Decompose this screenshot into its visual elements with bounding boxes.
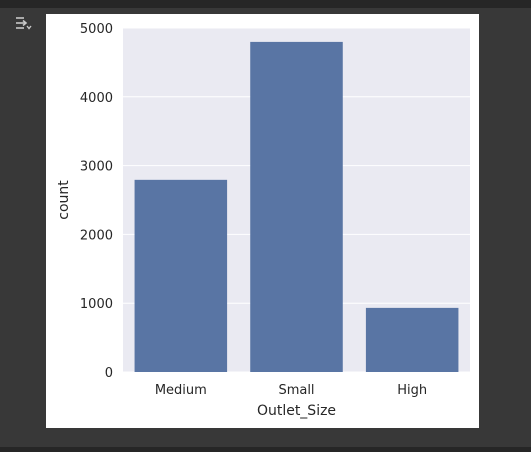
bar-small [250,41,343,373]
x-tick-label: High [397,383,427,398]
top-bar [0,0,531,8]
y-tick-label: 5000 [80,22,113,37]
bar-chart: 0 1000 2000 3000 4000 5000 Medium Small High Ou… [56,22,470,419]
bar-medium [134,179,228,372]
y-tick-labels: 0 1000 2000 3000 4000 5000 [80,22,113,381]
chart-figure: 0 1000 2000 3000 4000 5000 Medium Small High Ou… [46,14,479,428]
x-axis-label: Outlet_Size [257,403,336,419]
y-tick-label: 4000 [80,91,113,106]
output-toggle-button[interactable] [12,12,34,34]
bar-high [365,307,459,372]
x-tick-labels: Medium Small High [155,383,427,398]
y-tick-label: 2000 [80,228,113,243]
x-tick-label: Medium [155,383,207,398]
y-tick-label: 1000 [80,297,113,312]
bars [134,41,459,373]
y-tick-label: 3000 [80,160,113,175]
bottom-bar [0,447,531,452]
x-tick-label: Small [278,383,314,398]
y-tick-label: 0 [105,366,113,381]
y-axis-label: count [56,180,72,220]
output-collapse-icon [16,17,32,30]
